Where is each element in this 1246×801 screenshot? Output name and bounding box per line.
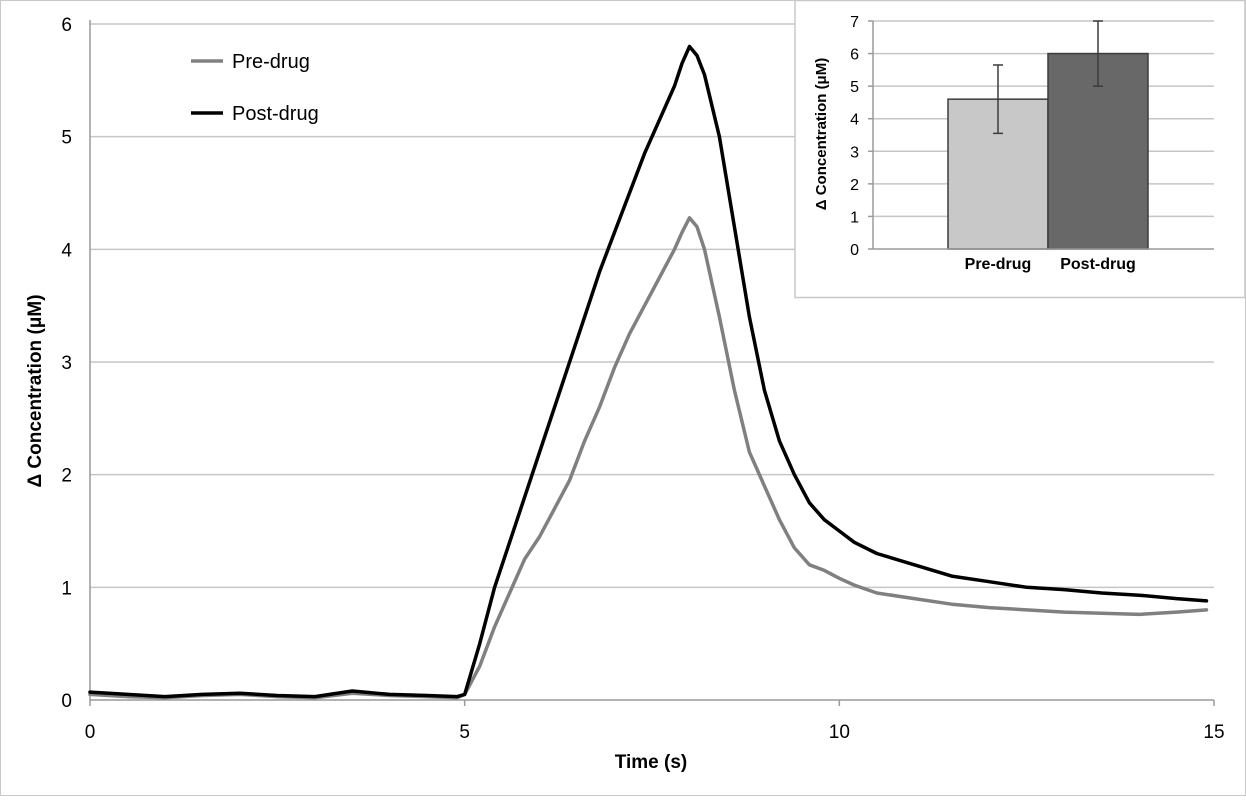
main-x-tick-label: 0: [85, 722, 96, 743]
main-y-tick-label: 4: [61, 240, 72, 261]
main-x-tick-label: 10: [829, 722, 850, 743]
main-x-tick-label: 15: [1203, 722, 1224, 743]
main-x-axis-label: Time (s): [615, 752, 688, 773]
inset-error-bars: [993, 20, 1103, 135]
main-x-tick-label: 5: [459, 722, 470, 743]
main-y-tick-label: 3: [61, 353, 72, 374]
main-y-tick-label: 6: [61, 15, 72, 36]
series-line-post-drug: [88, 44, 1209, 699]
inset-y-tick-label: 3: [850, 144, 859, 161]
main-y-tick-label: 0: [61, 691, 72, 712]
inset-y-tick-label: 5: [850, 79, 859, 96]
inset-y-tick-label: 0: [850, 242, 859, 259]
inset-tick-labels: 0 1 2 3 4 5 6 7 Pre-drug Post-drug: [850, 14, 1136, 273]
main-y-axis-label: Δ Concentration (μM): [25, 294, 46, 487]
inset-y-tick-label: 7: [850, 14, 859, 31]
main-y-tick-label: 2: [61, 466, 72, 487]
inset-bar-chart: 0 1 2 3 4 5 6 7 Pre-drug Post-drug Δ Concentratio…: [794, 0, 1246, 299]
inset-y-tick-label: 2: [850, 177, 859, 194]
inset-y-axis-label: Δ Concentration (μM): [813, 58, 830, 210]
inset-x-tick-label: Post-drug: [1060, 256, 1136, 273]
inset-x-tick-label: Pre-drug: [965, 256, 1032, 273]
inset-y-tick-label: 6: [850, 47, 859, 64]
legend-label-post-drug: Post-drug: [232, 103, 319, 125]
main-series-lines: [88, 44, 1209, 700]
inset-axes: [868, 20, 1214, 250]
inset-y-tick-label: 1: [850, 209, 859, 226]
main-y-tick-label: 5: [61, 128, 72, 149]
legend: Pre-drug Post-drug: [191, 51, 319, 125]
inset-y-tick-label: 4: [850, 112, 859, 129]
main-axes: [89, 20, 1215, 706]
legend-label-pre-drug: Pre-drug: [232, 51, 310, 73]
main-y-tick-label: 1: [61, 578, 72, 599]
